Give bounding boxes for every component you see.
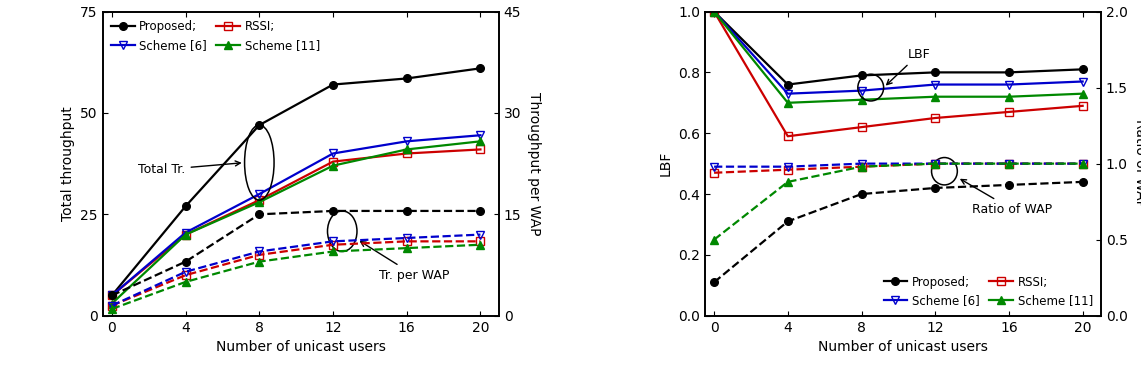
X-axis label: Number of unicast users: Number of unicast users	[216, 340, 386, 354]
Text: Ratio of WAP: Ratio of WAP	[961, 179, 1052, 216]
Text: Tr. per WAP: Tr. per WAP	[361, 242, 450, 282]
Y-axis label: LBF: LBF	[658, 151, 672, 176]
Legend: Proposed;, Scheme [6], RSSI;, Scheme [11]: Proposed;, Scheme [6], RSSI;, Scheme [11…	[106, 15, 325, 57]
Text: LBF: LBF	[887, 48, 930, 85]
Legend: Proposed;, Scheme [6], RSSI;, Scheme [11]: Proposed;, Scheme [6], RSSI;, Scheme [11…	[879, 271, 1098, 312]
Text: Total Tr.: Total Tr.	[138, 161, 241, 176]
X-axis label: Number of unicast users: Number of unicast users	[818, 340, 988, 354]
Y-axis label: Total throughput: Total throughput	[60, 106, 75, 221]
Y-axis label: Throughput per WAP: Throughput per WAP	[527, 92, 541, 235]
Y-axis label: Ratio of WAP: Ratio of WAP	[1133, 119, 1141, 208]
